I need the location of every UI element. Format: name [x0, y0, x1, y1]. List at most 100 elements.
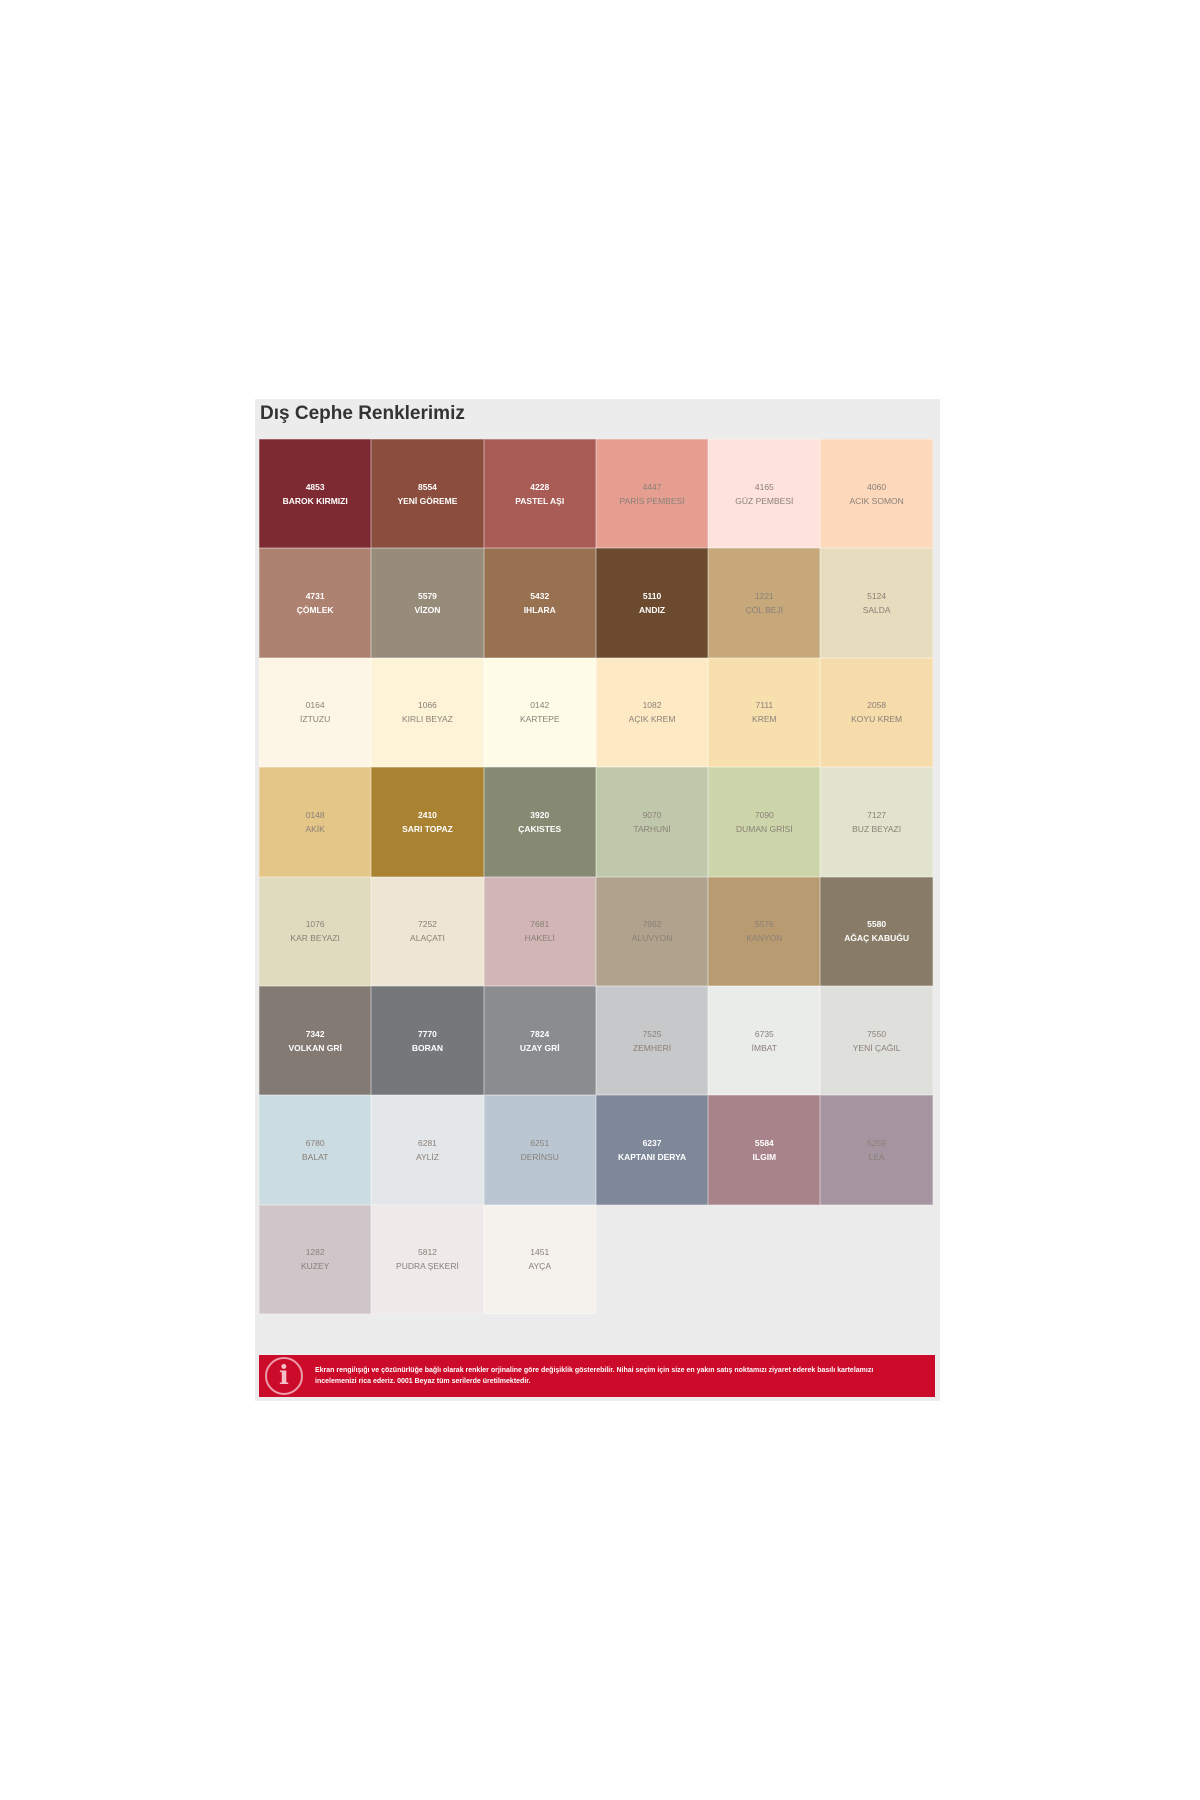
color-swatch[interactable]: 4228 PASTEL AŞI — [483, 439, 596, 549]
color-code: 1076 — [305, 919, 325, 930]
color-name: PARİS PEMBESİ — [619, 495, 685, 506]
color-swatch[interactable]: 5576 KANYON — [708, 876, 821, 986]
color-code: 6281 — [417, 1138, 437, 1149]
color-name: KUZEY — [300, 1261, 330, 1272]
color-swatch[interactable]: 6281 AYLİZ — [371, 1095, 484, 1205]
color-swatch[interactable]: 5432 IHLARA — [483, 548, 596, 658]
color-swatch[interactable]: 7681 HAKELİ — [483, 876, 596, 986]
color-swatch[interactable]: 0164 İZTUZU — [259, 657, 372, 768]
color-swatch[interactable]: 5812 PUDRA ŞEKERİ — [371, 1204, 484, 1315]
color-name: KARTEPE — [519, 714, 560, 725]
color-swatch[interactable]: 1066 KIRLI BEYAZ — [371, 657, 484, 768]
color-name: AKİK — [305, 823, 325, 834]
color-swatch[interactable]: 4853 BAROK KIRMIZI — [259, 439, 372, 549]
color-name: HAKELİ — [524, 933, 555, 944]
color-swatch[interactable]: 1076 KAR BEYAZI — [259, 876, 372, 986]
color-swatch[interactable]: 7090 DUMAN GRİSİ — [708, 767, 821, 877]
color-name: LEA — [868, 1152, 885, 1163]
color-code: 7770 — [417, 1028, 437, 1039]
color-code: 7252 — [417, 919, 437, 930]
color-code: 1221 — [754, 591, 774, 602]
color-swatch[interactable]: 1221 ÇÖL BEJİ — [708, 548, 821, 658]
color-code: 4228 — [530, 481, 550, 492]
color-swatch[interactable]: 5110 ANDIZ — [595, 548, 709, 658]
color-name: BORAN — [411, 1042, 444, 1053]
color-code: 7962 — [642, 919, 662, 930]
color-name: ALUVYON — [631, 933, 673, 944]
color-code: 5110 — [642, 591, 662, 602]
color-code: 1451 — [530, 1247, 550, 1258]
color-swatch[interactable]: 6735 İMBAT — [708, 985, 821, 1096]
color-swatch[interactable]: 8554 YENİ GÖREME — [371, 439, 484, 549]
color-grid: 4853 BAROK KIRMIZI 8554 YENİ GÖREME 4228 PAST… — [259, 439, 933, 1315]
color-name: ZEMHERİ — [632, 1042, 672, 1053]
color-code: 2410 — [417, 809, 437, 820]
color-swatch[interactable]: 9070 TARHUNİ — [595, 767, 709, 877]
color-name: GÜZ PEMBESİ — [735, 495, 794, 506]
color-swatch[interactable]: 5580 AĞAÇ KABUĞU — [820, 876, 933, 986]
color-swatch[interactable]: 4731 ÇÖMLEK — [259, 548, 372, 658]
color-name: ÇÖL BEJİ — [745, 605, 784, 616]
color-swatch[interactable]: 5579 VİZON — [371, 548, 484, 658]
color-swatch[interactable]: 1451 AYÇA — [483, 1204, 596, 1315]
color-swatch[interactable]: 6237 KAPTANI DERYA — [595, 1095, 709, 1205]
color-name: KAPTANI DERYA — [617, 1152, 687, 1163]
color-code: 4853 — [305, 481, 325, 492]
color-name: ALAÇATI — [410, 933, 445, 944]
color-code: 5579 — [417, 591, 437, 602]
color-swatch[interactable]: 7824 UZAY GRİ — [483, 985, 596, 1096]
color-swatch[interactable]: 7252 ALAÇATI — [371, 876, 484, 986]
page-title: Dış Cephe Renklerimiz — [260, 403, 465, 424]
color-code: 5432 — [530, 591, 550, 602]
color-name: SALDA — [862, 605, 891, 616]
color-name: ANDIZ — [639, 605, 666, 616]
color-name: UZAY GRİ — [519, 1042, 560, 1053]
color-name: DUMAN GRİSİ — [736, 823, 793, 834]
color-swatch[interactable]: 7550 YENİ ÇAĞIL — [820, 985, 933, 1096]
color-name: KIRLI BEYAZ — [402, 714, 453, 725]
color-swatch[interactable]: 6251 DERİNSU — [483, 1095, 596, 1205]
color-name: AYLİZ — [415, 1152, 439, 1163]
color-code: 2058 — [867, 700, 887, 711]
color-name: KREM — [752, 714, 777, 725]
color-swatch[interactable]: 0142 KARTEPE — [483, 657, 596, 768]
color-name: ILGIM — [752, 1152, 777, 1163]
color-swatch[interactable]: 5259 LEA — [820, 1095, 933, 1205]
color-swatch[interactable]: 1282 KUZEY — [259, 1204, 372, 1315]
color-swatch[interactable]: 7962 ALUVYON — [595, 876, 709, 986]
color-swatch[interactable]: 0148 AKİK — [259, 767, 372, 877]
color-code: 1282 — [305, 1247, 325, 1258]
color-code: 4447 — [642, 481, 662, 492]
color-swatch[interactable]: 7525 ZEMHERİ — [595, 985, 709, 1096]
color-code: 7550 — [867, 1028, 887, 1039]
color-code: 5580 — [867, 919, 887, 930]
color-swatch[interactable]: 4060 ACIK SOMON — [820, 439, 933, 549]
color-code: 9070 — [642, 809, 662, 820]
color-name: PUDRA ŞEKERİ — [396, 1261, 459, 1272]
color-swatch[interactable]: 5124 SALDA — [820, 548, 933, 658]
color-swatch[interactable]: 2058 KOYU KREM — [820, 657, 933, 768]
color-code: 7824 — [530, 1028, 550, 1039]
color-swatch[interactable]: 4165 GÜZ PEMBESİ — [708, 439, 821, 549]
color-name: DERİNSU — [520, 1152, 559, 1163]
color-swatch[interactable]: 2410 SARI TOPAZ — [371, 767, 484, 877]
notice-banner: i Ekran rengi/ışığı ve çözünürlüğe bağlı… — [259, 1355, 935, 1397]
color-name: SARI TOPAZ — [402, 823, 453, 834]
color-code: 0164 — [305, 700, 325, 711]
color-swatch[interactable]: 4447 PARİS PEMBESİ — [595, 439, 709, 549]
color-code: 3920 — [530, 809, 550, 820]
color-swatch[interactable]: 5584 ILGIM — [708, 1095, 821, 1205]
color-code: 0148 — [305, 809, 325, 820]
color-code: 4731 — [305, 591, 325, 602]
color-swatch[interactable]: 7111 KREM — [708, 657, 821, 768]
color-swatch[interactable]: 6780 BALAT — [259, 1095, 372, 1205]
color-code: 7525 — [642, 1028, 662, 1039]
color-code: 5812 — [417, 1247, 437, 1258]
color-swatch[interactable]: 3920 ÇAKISTES — [483, 767, 596, 877]
color-swatch[interactable]: 7342 VOLKAN GRİ — [259, 985, 372, 1096]
color-swatch[interactable]: 7127 BUZ BEYAZI — [820, 767, 933, 877]
color-swatch[interactable]: 7770 BORAN — [371, 985, 484, 1096]
color-swatch[interactable]: 1082 AÇIK KREM — [595, 657, 709, 768]
color-code: 6735 — [754, 1028, 774, 1039]
color-code: 0142 — [530, 700, 550, 711]
